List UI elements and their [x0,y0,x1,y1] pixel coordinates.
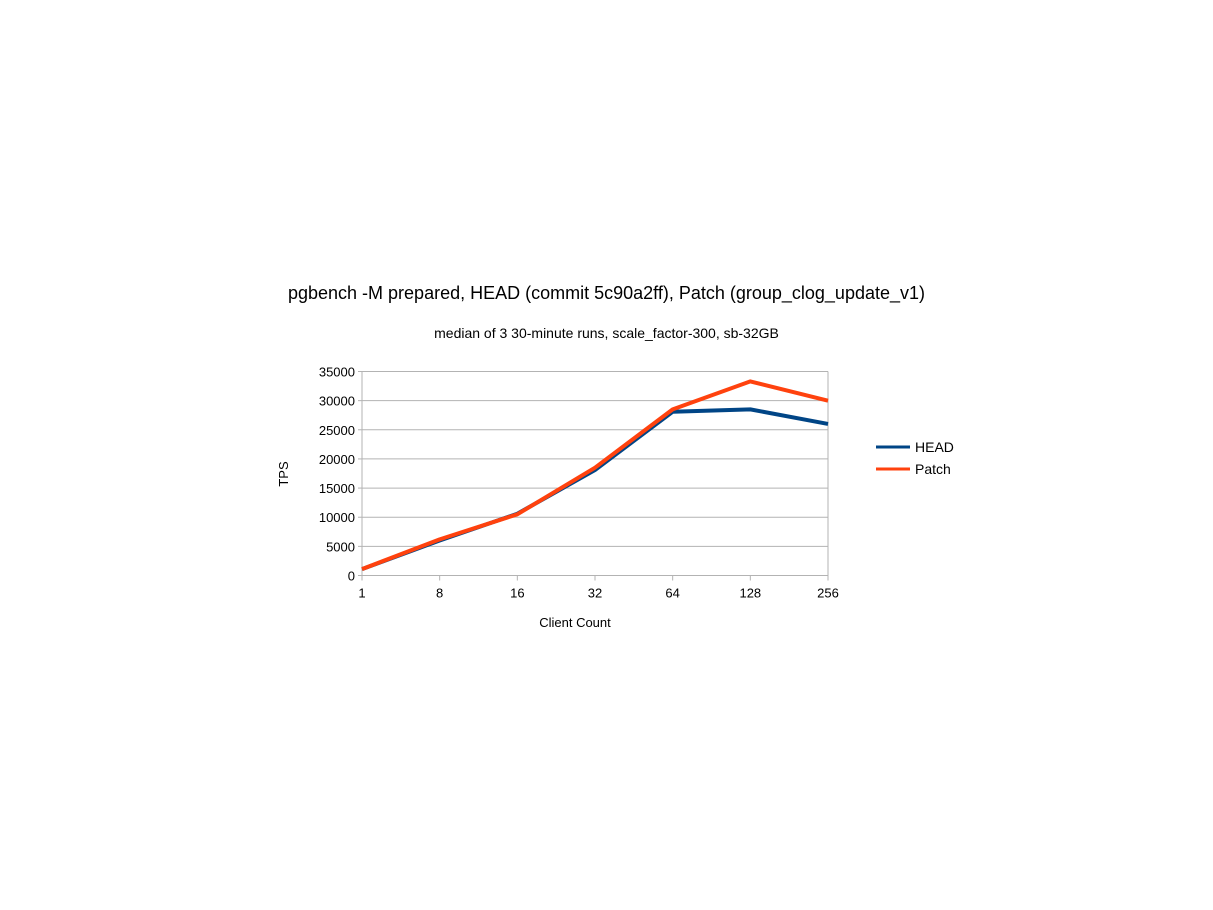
x-tick-label: 64 [665,586,679,601]
y-axis-label: TPS [276,461,291,487]
x-axis-label: Client Count [539,615,611,630]
x-tick-label: 32 [588,586,602,601]
y-tick-label: 5000 [326,539,355,554]
legend-label: Patch [915,461,951,477]
y-tick-label: 20000 [319,452,355,467]
series-line-head [361,407,829,571]
y-tick-label: 10000 [319,510,355,525]
y-tick-label: 25000 [319,423,355,438]
y-tick-label: 35000 [319,365,355,380]
y-tick-label: 0 [348,569,355,584]
y-tick-label: 15000 [319,481,355,496]
x-tick-label: 128 [739,586,761,601]
y-tick-label: 30000 [319,394,355,409]
x-tick-label: 8 [436,586,443,601]
x-tick-label: 1 [358,586,365,601]
x-tick-label: 16 [510,586,524,601]
legend-label: HEAD [915,439,954,455]
x-tick-label: 256 [817,586,839,601]
chart-subtitle: median of 3 30-minute runs, scale_factor… [434,325,779,341]
chart-title: pgbench -M prepared, HEAD (commit 5c90a2… [287,283,925,303]
